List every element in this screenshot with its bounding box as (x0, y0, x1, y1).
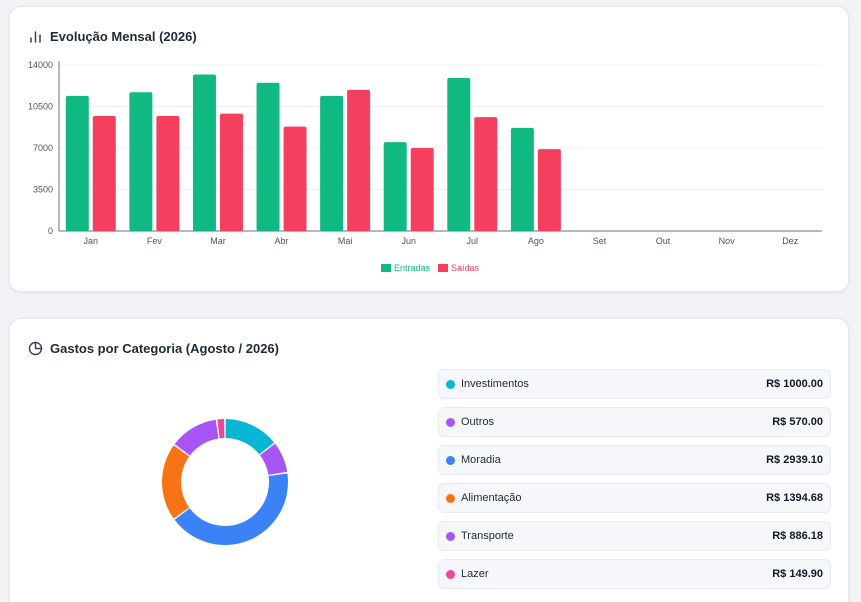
bar-entradas-jun[interactable] (383, 142, 407, 231)
category-amount: R$ 1394.68 (766, 492, 823, 504)
x-tick-label: Abr (275, 236, 289, 246)
legend-entradas-label: Entradas (393, 263, 430, 273)
bar-entradas-mar[interactable] (192, 74, 216, 231)
category-amount: R$ 1000.00 (766, 378, 823, 390)
category-row-moradia[interactable]: Moradia R$ 2939.10 (438, 445, 831, 475)
category-name: Moradia (461, 454, 501, 466)
bar-saidas-jun[interactable] (410, 148, 434, 231)
category-color-dot (446, 417, 455, 427)
category-name: Outros (461, 416, 495, 428)
legend-saidas-swatch (438, 264, 448, 272)
gastos-title: Gastos por Categoria (Agosto / 2026) (50, 341, 279, 356)
category-list: Investimentos R$ 1000.00 Outros R$ 570.00 Mo… (438, 369, 831, 597)
donut-slice-alimentacao[interactable] (162, 445, 190, 519)
category-row-lazer[interactable]: Lazer R$ 149.90 (438, 559, 831, 589)
bar-entradas-jul[interactable] (447, 78, 471, 232)
x-tick-label: Set (593, 236, 607, 246)
category-name: Alimentação (461, 492, 522, 504)
bar-saidas-mai[interactable] (347, 89, 371, 232)
category-amount: R$ 2939.10 (766, 454, 823, 466)
chart-legend: Entradas Saídas (10, 263, 850, 273)
category-row-transporte[interactable]: Transporte R$ 886.18 (438, 521, 831, 551)
x-tick-label: Out (656, 236, 671, 246)
category-color-dot (446, 569, 455, 579)
x-tick-label: Nov (719, 236, 736, 246)
y-tick-label: 10500 (28, 102, 53, 112)
category-name: Investimentos (461, 378, 529, 390)
category-row-investimentos[interactable]: Investimentos R$ 1000.00 (438, 369, 831, 399)
donut-slice-moradia[interactable] (174, 473, 288, 545)
gastos-header: Gastos por Categoria (Agosto / 2026) (28, 341, 279, 356)
bar-entradas-jan[interactable] (65, 95, 89, 231)
bar-saidas-ago[interactable] (537, 149, 561, 231)
category-color-dot (446, 455, 455, 465)
evolucao-card: Evolução Mensal (2026) 0 3500 7000 10500 140… (9, 6, 849, 292)
category-name: Lazer (461, 568, 489, 580)
x-tick-label: Mai (338, 236, 353, 246)
category-amount: R$ 570.00 (772, 416, 823, 428)
category-color-dot (446, 379, 455, 389)
category-amount: R$ 149.90 (772, 568, 823, 580)
evolucao-title: Evolução Mensal (2026) (50, 29, 197, 44)
bar-saidas-mar[interactable] (219, 113, 243, 231)
y-tick-label: 3500 (33, 185, 53, 195)
y-tick-label: 7000 (33, 143, 53, 153)
x-tick-label: Jan (84, 236, 99, 246)
category-donut-chart (162, 419, 288, 545)
x-tick-label: Jun (401, 236, 416, 246)
donut-slice-outros[interactable] (259, 443, 288, 475)
bar-saidas-fev[interactable] (156, 115, 180, 231)
category-color-dot (446, 531, 455, 541)
x-tick-label: Jul (467, 236, 479, 246)
category-name: Transporte (461, 530, 514, 542)
category-color-dot (446, 493, 455, 503)
x-tick-label: Dez (782, 236, 799, 246)
bar-entradas-fev[interactable] (129, 92, 153, 232)
legend-entradas-swatch (380, 264, 391, 272)
category-row-alimentacao[interactable]: Alimentação R$ 1394.68 (438, 483, 831, 513)
x-tick-label: Ago (528, 236, 544, 246)
category-amount: R$ 886.18 (772, 530, 823, 542)
donut-slice-investimentos[interactable] (225, 419, 275, 455)
bar-entradas-mai[interactable] (320, 95, 344, 231)
bar-saidas-jul[interactable] (474, 117, 498, 231)
gastos-card: Gastos por Categoria (Agosto / 2026) Inv… (9, 318, 849, 602)
bar-entradas-ago[interactable] (510, 127, 534, 231)
x-tick-label: Fev (147, 236, 163, 246)
bar-saidas-abr[interactable] (283, 126, 307, 231)
y-tick-label: 0 (48, 226, 53, 236)
y-tick-label: 14000 (28, 60, 53, 70)
evolucao-header: Evolução Mensal (2026) (28, 29, 197, 44)
bar-saidas-jan[interactable] (92, 115, 116, 231)
donut-slice-transporte[interactable] (174, 419, 219, 456)
category-row-outros[interactable]: Outros R$ 570.00 (438, 407, 831, 437)
legend-saidas[interactable]: Saídas (438, 263, 479, 273)
pie-chart-icon (28, 341, 43, 356)
bar-entradas-abr[interactable] (256, 82, 280, 232)
bar-chart-icon (28, 29, 43, 44)
donut-slice-lazer[interactable] (217, 419, 225, 439)
monthly-bar-chart: 0 3500 7000 10500 14000 Jan Fev Mar Abr Mai Jun Jul… (28, 60, 822, 246)
x-tick-label: Mar (210, 236, 226, 246)
legend-saidas-label: Saídas (451, 263, 480, 273)
legend-entradas[interactable]: Entradas (380, 263, 430, 273)
